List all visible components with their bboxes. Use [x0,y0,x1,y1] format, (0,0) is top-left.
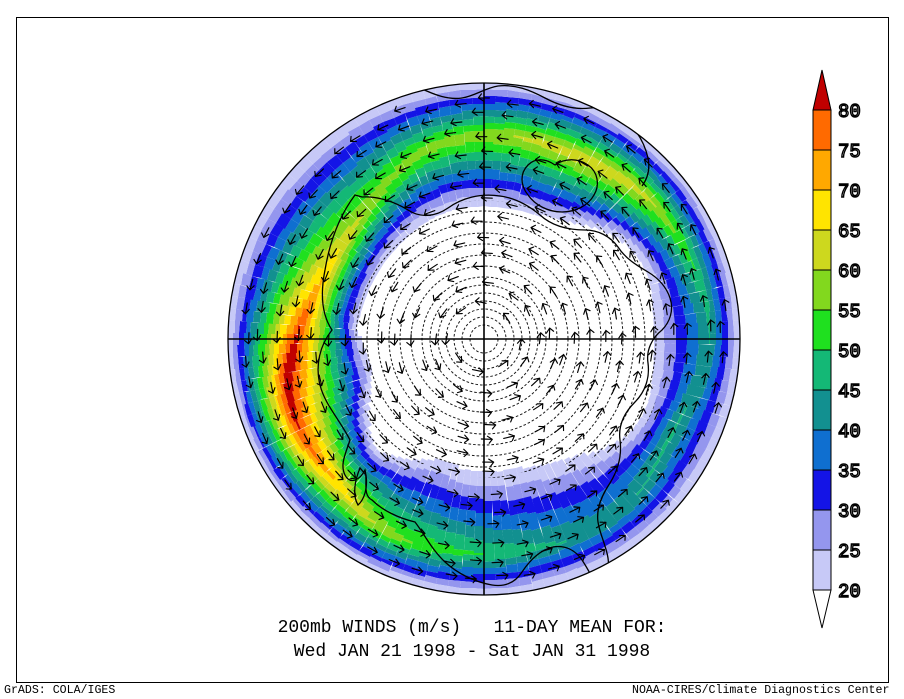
svg-text:50: 50 [838,341,861,363]
svg-text:60: 60 [838,261,861,283]
svg-text:25: 25 [838,541,861,563]
svg-text:35: 35 [838,461,861,483]
svg-text:65: 65 [838,221,861,243]
svg-text:80: 80 [838,101,861,123]
svg-text:70: 70 [838,181,861,203]
svg-text:20: 20 [838,581,861,603]
svg-text:55: 55 [838,301,861,323]
svg-text:40: 40 [838,421,861,443]
svg-text:45: 45 [838,381,861,403]
svg-text:30: 30 [838,501,861,523]
svg-text:75: 75 [838,141,861,163]
